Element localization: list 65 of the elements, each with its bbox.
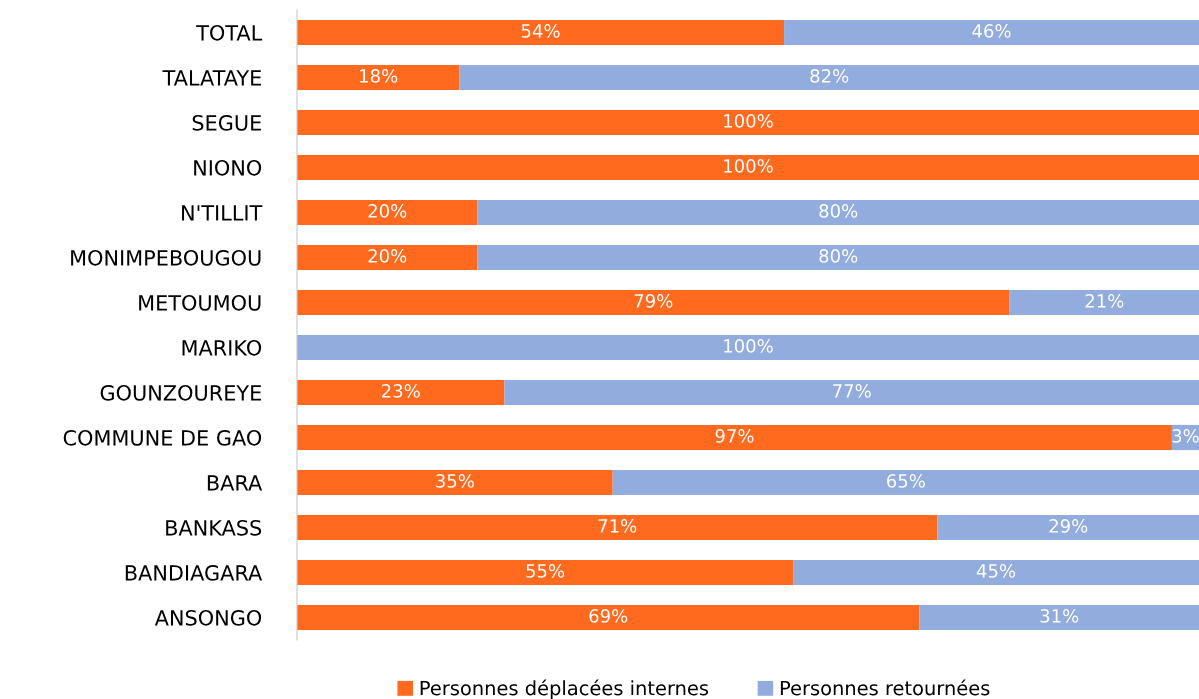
data-label: 23% [381, 384, 420, 398]
data-label: 80% [819, 249, 858, 263]
y-tick-label: TOTAL [196, 24, 263, 41]
bar [297, 109, 1199, 136]
y-tick-label: N'TILLIT [182, 205, 263, 221]
bar [477, 199, 1199, 226]
data-label: 71% [598, 519, 637, 533]
y-tick-label: BARA [207, 475, 263, 491]
y-tick-label: METOUMOU [139, 294, 261, 311]
bar [919, 604, 1199, 631]
data-label: 97% [715, 429, 754, 443]
data-label: 20% [368, 249, 407, 263]
data-label: 35% [436, 474, 474, 488]
data-label: 31% [1040, 609, 1079, 623]
bar [297, 379, 505, 406]
data-label: 20% [368, 204, 407, 218]
data-label: 3% [1172, 429, 1199, 443]
data-label: 18% [360, 69, 398, 83]
bar [297, 469, 613, 496]
data-label: 65% [887, 474, 925, 488]
bar [793, 559, 1199, 586]
data-label: 77% [833, 384, 871, 398]
bar [784, 19, 1199, 46]
data-label: 45% [976, 564, 1016, 578]
data-label: 46% [972, 24, 1011, 38]
y-tick-label: BANDIAGARA [125, 564, 263, 581]
bar [459, 64, 1199, 91]
bar [1009, 289, 1199, 316]
data-label: 29% [1049, 519, 1088, 533]
bar [297, 244, 478, 271]
y-tick-label: GOUNZOUREYE [100, 384, 261, 401]
y-tick-label: BANKASS [166, 519, 262, 536]
data-label: 100% [724, 159, 773, 173]
data-label: 69% [589, 609, 628, 623]
data-label: 21% [1085, 294, 1124, 308]
bar [297, 514, 938, 541]
bar [297, 19, 785, 46]
y-tick-label: NIONO [194, 159, 262, 176]
bar [477, 244, 1199, 271]
y-tick-label: COMMUNE DE GAO [63, 429, 262, 446]
bar [297, 289, 1010, 316]
bar [297, 154, 1199, 181]
legend-label: Personnes déplacées internes [420, 679, 709, 699]
data-label: 80% [819, 204, 858, 218]
bar [937, 514, 1199, 541]
data-label: 79% [634, 294, 673, 308]
data-label: 100% [724, 339, 773, 353]
data-label: 54% [521, 24, 560, 38]
bar [297, 199, 478, 226]
data-label: 100% [724, 114, 773, 128]
y-tick-label: MONIMPEBOUGOU [71, 249, 261, 266]
data-label: 82% [810, 69, 849, 83]
bar [612, 469, 1199, 496]
bar [504, 379, 1199, 406]
y-tick-label: MARIKO [182, 339, 262, 356]
y-tick-label: ANSONGO [154, 609, 262, 626]
bar [297, 64, 460, 91]
legend-label: Personnes retournées [780, 679, 990, 696]
bar [297, 604, 920, 631]
y-tick-label: SEGUE [192, 114, 261, 131]
bar [297, 334, 1199, 361]
bar [297, 559, 794, 586]
data-label: 55% [526, 564, 565, 578]
bar [297, 424, 1172, 451]
y-tick-label: TALATAYE [162, 70, 261, 86]
